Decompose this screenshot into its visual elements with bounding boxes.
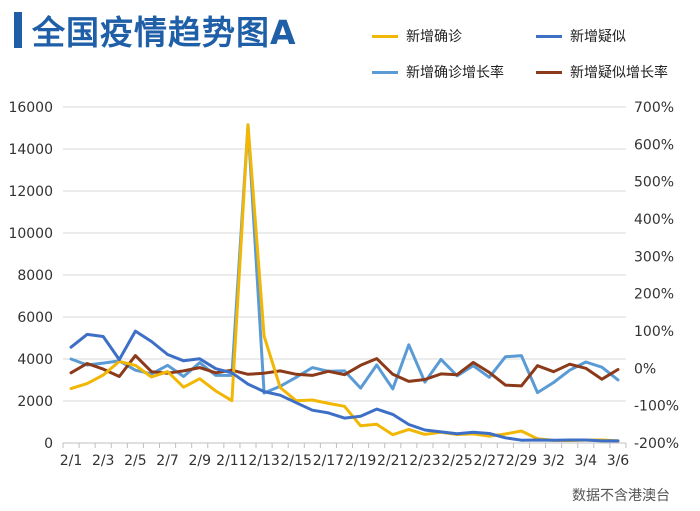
- x-tick-label: 2/15: [281, 453, 312, 469]
- legend-label-confirmed-growth: 新增确诊增长率: [406, 65, 504, 81]
- chart-title: 全国疫情趋势图A: [32, 13, 297, 52]
- y-right-tick-label: 0%: [634, 361, 656, 377]
- x-tick-label: 2/27: [474, 453, 505, 469]
- x-tick-label: 2/23: [409, 453, 440, 469]
- legend-label-suspected-growth: 新增疑似增长率: [570, 65, 668, 81]
- legend-item-confirmed-growth: 新增确诊增长率: [372, 62, 504, 82]
- y-right-tick-label: 100%: [634, 324, 674, 340]
- y-left-tick-label: 0: [44, 436, 53, 452]
- x-tick-label: 2/1: [60, 453, 83, 469]
- x-tick-label: 2/17: [313, 453, 344, 469]
- y-right-tick-label: 300%: [634, 249, 674, 265]
- y-right-tick-label: 500%: [634, 175, 674, 191]
- y-left-tick-label: 14000: [8, 142, 53, 158]
- y-right-tick-label: 700%: [634, 100, 674, 116]
- y-right-tick-label: 600%: [634, 137, 674, 153]
- legend-label-new-suspected: 新增疑似: [570, 29, 626, 45]
- y-left-tick-label: 12000: [8, 184, 53, 200]
- x-tick-label: 3/2: [542, 453, 565, 469]
- legend-item-new-suspected: 新增疑似: [536, 26, 626, 46]
- y-left-tick-label: 2000: [17, 394, 53, 410]
- y-left-tick-label: 4000: [17, 352, 53, 368]
- source-note: 数据不含港澳台: [572, 488, 670, 504]
- y-left-tick-label: 8000: [17, 268, 53, 284]
- y-left-tick-label: 10000: [8, 226, 53, 242]
- x-tick-label: 2/7: [156, 453, 179, 469]
- legend-label-new-confirmed: 新增确诊: [406, 29, 462, 45]
- y-left-tick-label: 16000: [8, 100, 53, 116]
- y-right-tick-label: -200%: [634, 436, 679, 452]
- x-tick-label: 3/6: [607, 453, 630, 469]
- x-tick-label: 3/4: [575, 453, 598, 469]
- x-tick-label: 2/29: [506, 453, 537, 469]
- x-tick-label: 2/19: [345, 453, 376, 469]
- x-tick-label: 2/25: [441, 453, 472, 469]
- x-tick-label: 2/5: [124, 453, 147, 469]
- legend-item-suspected-growth: 新增疑似增长率: [536, 62, 668, 82]
- series-line-0: [69, 123, 620, 443]
- x-tick-label: 2/11: [216, 453, 247, 469]
- y-left-tick-label: 6000: [17, 310, 53, 326]
- series-line-1: [69, 329, 620, 443]
- legend-swatch-new-confirmed: [372, 34, 398, 38]
- legend-swatch-suspected-growth: [536, 70, 562, 74]
- x-tick-label: 2/3: [92, 453, 115, 469]
- legend-item-new-confirmed: 新增确诊: [372, 26, 462, 46]
- x-tick-label: 2/21: [377, 453, 408, 469]
- y-right-tick-label: -100%: [634, 399, 679, 415]
- legend-swatch-new-suspected: [536, 34, 562, 38]
- title-accent-bar: [14, 12, 22, 48]
- x-tick-label: 2/9: [188, 453, 211, 469]
- series-line-2: [69, 123, 620, 395]
- legend-swatch-confirmed-growth: [372, 70, 398, 74]
- x-tick-label: 2/13: [248, 453, 279, 469]
- y-right-tick-label: 200%: [634, 287, 674, 303]
- y-right-tick-label: 400%: [634, 212, 674, 228]
